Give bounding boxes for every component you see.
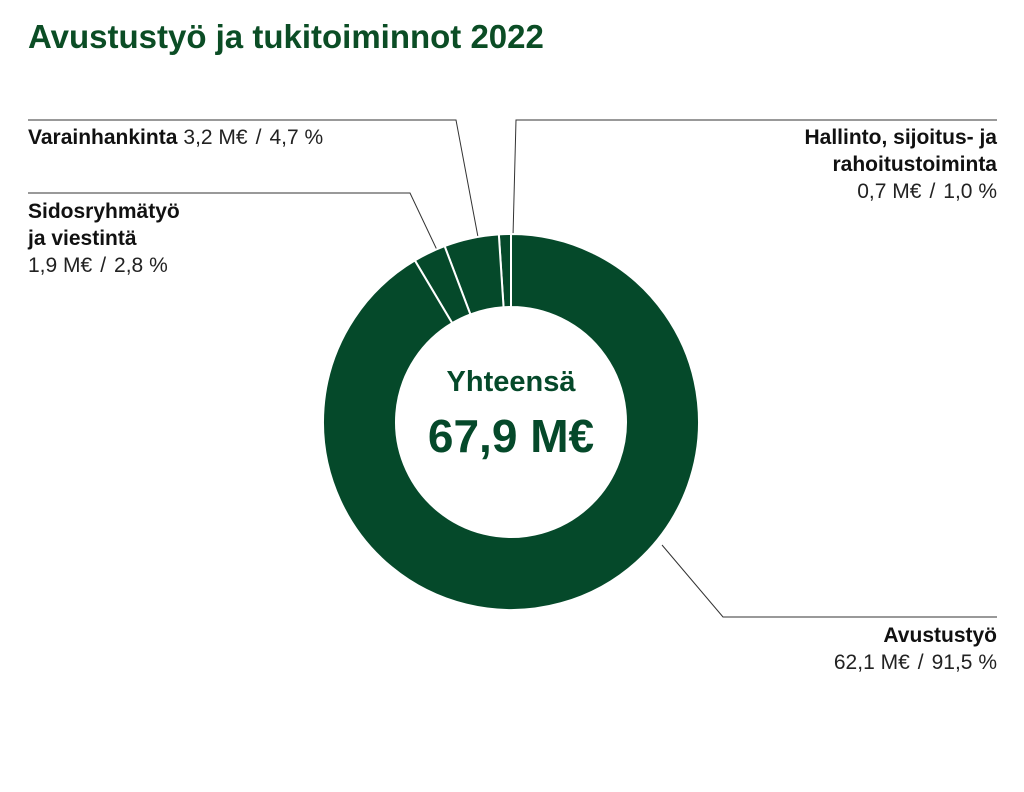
slice-label: Avustustyö 62,1 M€ / 91,5 %: [697, 622, 997, 676]
slice-label: Hallinto, sijoitus- ja rahoitustoiminta 0…: [757, 124, 997, 205]
percentage-label: 4,7 %: [269, 126, 324, 149]
value-label: 62,1 M€: [833, 651, 910, 674]
slice: [413, 244, 472, 325]
category-name: Avustustyö: [883, 624, 997, 647]
value-label: 0,7 M€: [857, 180, 922, 203]
value-row: 0,7 M€ / 1,0 %: [757, 178, 997, 205]
percentage-label: 91,5 %: [931, 651, 997, 674]
total-label: 67,9 M€: [428, 410, 594, 462]
separator: /: [929, 180, 936, 203]
chart-title: Avustustyö ja tukitoiminnot 2022: [28, 18, 544, 55]
category-name: Hallinto, sijoitus- ja rahoitustoiminta: [804, 126, 997, 176]
percentage-label: 1,0 %: [943, 180, 997, 203]
separator: /: [255, 126, 262, 149]
value-row: 62,1 M€ / 91,5 %: [697, 649, 997, 676]
slice-label: Varainhankinta 3,2 M€ / 4,7 %: [28, 124, 448, 151]
leader-line: [512, 119, 997, 237]
slice: [443, 233, 505, 316]
leader-line: [28, 119, 479, 238]
leader-line: [661, 544, 997, 618]
value-label: 1,9 M€: [28, 254, 93, 277]
separator: /: [100, 254, 107, 277]
separator: /: [917, 651, 924, 674]
value-row: 1,9 M€ / 2,8 %: [28, 252, 198, 279]
center-label: Yhteensä: [447, 366, 577, 398]
percentage-label: 2,8 %: [114, 254, 168, 277]
leader-line: [28, 192, 438, 251]
slice-label: Sidosryhmätyö ja viestintä 1,9 M€ / 2,8 %: [28, 198, 198, 279]
value-label: 3,2 M€: [183, 126, 248, 149]
category-name: Sidosryhmätyö ja viestintä: [28, 200, 180, 250]
category-name: Varainhankinta: [28, 126, 178, 149]
slice: [322, 232, 700, 611]
value-row: 3,2 M€ / 4,7 %: [183, 126, 323, 149]
